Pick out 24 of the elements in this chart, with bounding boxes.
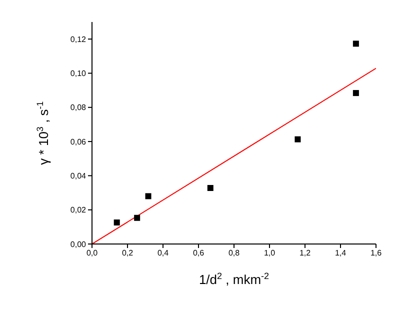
y-tick-label: 0,02: [70, 206, 87, 215]
y-tick-label: 0,10: [70, 69, 87, 78]
point: [352, 90, 359, 96]
x-tick-label: 0,4: [157, 248, 170, 258]
x-tick-label: 1,2: [299, 248, 312, 258]
x-tick-label: 1,4: [334, 248, 347, 258]
y-tick-label: 0,06: [70, 137, 87, 146]
point: [294, 136, 301, 142]
y-tick-label: 0,00: [70, 240, 87, 249]
x-tick-label: 0,6: [192, 248, 205, 258]
x-tick-label: 0,2: [122, 248, 134, 258]
point: [145, 193, 152, 200]
y-tick-label: 0,12: [70, 34, 87, 44]
x-tick-label: 1,6: [370, 248, 382, 258]
x-tick-label: 1,0: [264, 248, 276, 258]
x-tick-label: 0,0: [86, 248, 98, 258]
point: [352, 40, 359, 47]
point: [134, 214, 140, 221]
x-tick-label: 0,8: [228, 248, 240, 258]
y-tick-label: 0,04: [70, 172, 87, 181]
point: [207, 184, 214, 191]
y-tick-label: 0,08: [70, 103, 87, 112]
point: [114, 219, 120, 226]
x-axis-title: 1/d$^{2}$ , mkm$^{-2}$: [198, 271, 270, 287]
